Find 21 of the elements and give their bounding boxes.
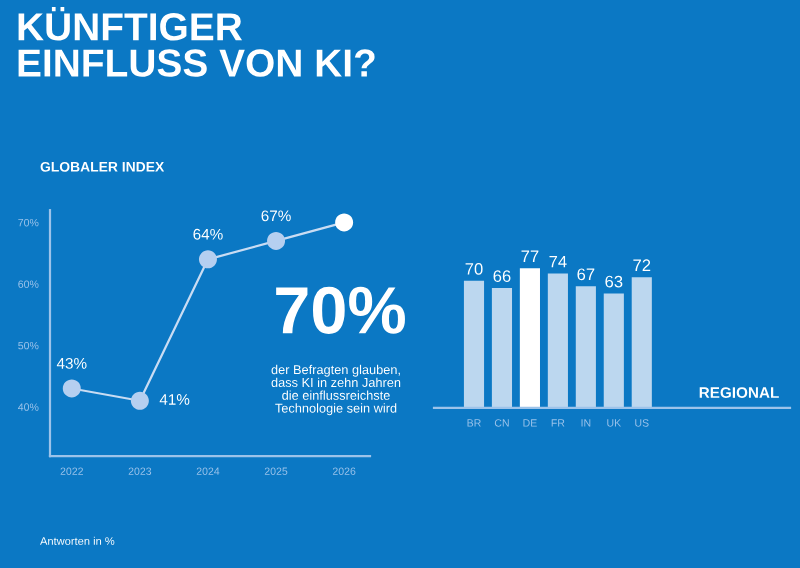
point [267,231,286,250]
point [130,391,149,410]
annotation: 70% [276,286,405,334]
data-label: 70 [465,262,483,275]
data-label: 74 [549,255,567,268]
bar [575,286,596,408]
point [198,250,217,269]
point [335,213,354,232]
bar [547,273,568,408]
bar [631,277,652,408]
data-label: 63 [605,275,623,288]
data-label: 67 [577,268,595,281]
data-label: 66 [493,270,511,283]
data-label: 77 [521,250,539,262]
point [62,379,81,398]
chart-title: KÜNFTIGER EINFLUSS VON KI? [18,6,375,77]
bar [491,288,513,408]
bar [519,268,540,408]
bar [603,293,624,408]
data-label: 72 [633,259,651,271]
bar [463,280,485,408]
